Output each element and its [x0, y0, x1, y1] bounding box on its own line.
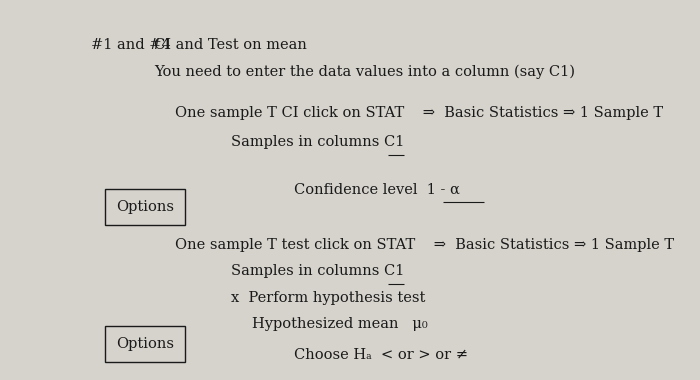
- Text: Confidence level  1 - α: Confidence level 1 - α: [294, 182, 460, 196]
- Text: Options: Options: [116, 200, 174, 214]
- Text: Hypothesized mean   μ₀: Hypothesized mean μ₀: [252, 317, 428, 331]
- Text: Choose Hₐ  < or > or ≠: Choose Hₐ < or > or ≠: [294, 348, 468, 362]
- Text: Samples in columns C1: Samples in columns C1: [231, 135, 405, 149]
- Text: #1 and #4: #1 and #4: [91, 38, 171, 52]
- Text: You need to enter the data values into a column (say C1): You need to enter the data values into a…: [154, 65, 575, 79]
- Text: One sample T test click on STAT    ⇒  Basic Statistics ⇒ 1 Sample T: One sample T test click on STAT ⇒ Basic …: [175, 238, 674, 252]
- Text: CI and Test on mean: CI and Test on mean: [154, 38, 307, 52]
- FancyBboxPatch shape: [105, 189, 185, 225]
- Text: One sample T CI click on STAT    ⇒  Basic Statistics ⇒ 1 Sample T: One sample T CI click on STAT ⇒ Basic St…: [175, 106, 663, 120]
- Text: Samples in columns C1: Samples in columns C1: [231, 264, 405, 278]
- Text: Options: Options: [116, 337, 174, 351]
- FancyBboxPatch shape: [105, 326, 185, 362]
- Text: x  Perform hypothesis test: x Perform hypothesis test: [231, 291, 426, 305]
